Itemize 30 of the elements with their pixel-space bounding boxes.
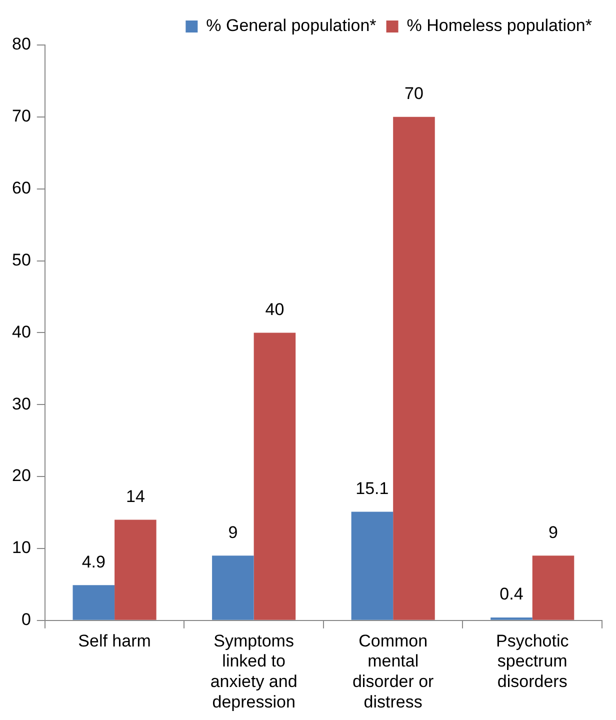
bar	[351, 512, 394, 620]
data-label: 15.1	[356, 478, 389, 498]
data-label: 4.9	[82, 552, 106, 572]
x-tick-label: Self harm	[78, 631, 151, 650]
y-tick-label: 50	[12, 250, 31, 270]
data-label: 0.4	[500, 584, 524, 604]
data-label: 9	[548, 522, 558, 542]
y-tick-label: 70	[12, 106, 31, 126]
data-label: 9	[228, 522, 238, 542]
y-tick-label: 10	[12, 538, 31, 558]
x-tick-label: Psychotic spectrum disorders	[496, 631, 570, 692]
y-tick-label: 60	[12, 178, 31, 198]
y-tick-label: 80	[12, 34, 31, 54]
x-tick-label: Common mental disorder or distress	[352, 631, 434, 712]
bar	[114, 520, 156, 620]
legend-label: % General population*	[206, 16, 377, 36]
data-label: 14	[126, 486, 145, 506]
y-tick-label: 20	[12, 466, 31, 486]
data-label: 40	[265, 300, 284, 319]
y-tick-label: 0	[21, 610, 31, 630]
bar	[532, 556, 574, 620]
legend-label: % Homeless population*	[406, 16, 592, 36]
x-tick-label: Symptoms linked to anxiety and depression	[210, 631, 298, 712]
bar	[393, 116, 435, 620]
y-tick-label: 30	[12, 394, 31, 414]
bar	[254, 332, 296, 620]
data-label: 70	[404, 84, 424, 104]
bar	[212, 556, 254, 620]
bar	[72, 585, 115, 620]
y-tick-label: 40	[12, 322, 31, 342]
